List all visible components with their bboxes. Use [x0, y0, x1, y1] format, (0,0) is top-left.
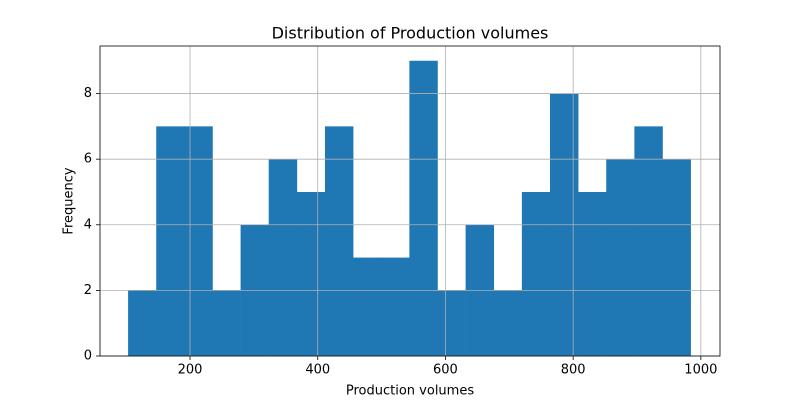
bar [184, 126, 213, 357]
y-tick-label: 0 [84, 349, 92, 364]
plot-frame [99, 45, 721, 357]
bar [521, 191, 551, 356]
x-tick-label: 200 [178, 363, 203, 378]
y-tick-label: 6 [84, 152, 92, 167]
bar [578, 191, 607, 356]
x-tick-label: 600 [433, 363, 458, 378]
bar [662, 159, 691, 356]
bar [128, 290, 157, 356]
bar [353, 257, 382, 356]
y-tick-label: 2 [84, 283, 92, 298]
x-tick-label: 400 [305, 363, 330, 378]
bar [268, 159, 298, 356]
bar [296, 191, 326, 356]
bar [381, 257, 410, 356]
chart-title: Distribution of Production volumes [272, 24, 549, 43]
bar [606, 159, 635, 356]
x-axis-label: Production volumes [346, 384, 474, 399]
bar [409, 60, 438, 357]
bar [156, 126, 185, 357]
bar [437, 290, 466, 356]
bar [634, 126, 663, 357]
bar [212, 290, 241, 356]
x-tick-label: 1000 [684, 363, 717, 378]
bar [324, 126, 354, 357]
y-tick-label: 4 [84, 217, 92, 232]
y-axis-label: Frequency [62, 167, 77, 234]
y-tick-label: 8 [84, 86, 92, 101]
x-tick-label: 800 [561, 363, 586, 378]
bar [493, 290, 523, 356]
